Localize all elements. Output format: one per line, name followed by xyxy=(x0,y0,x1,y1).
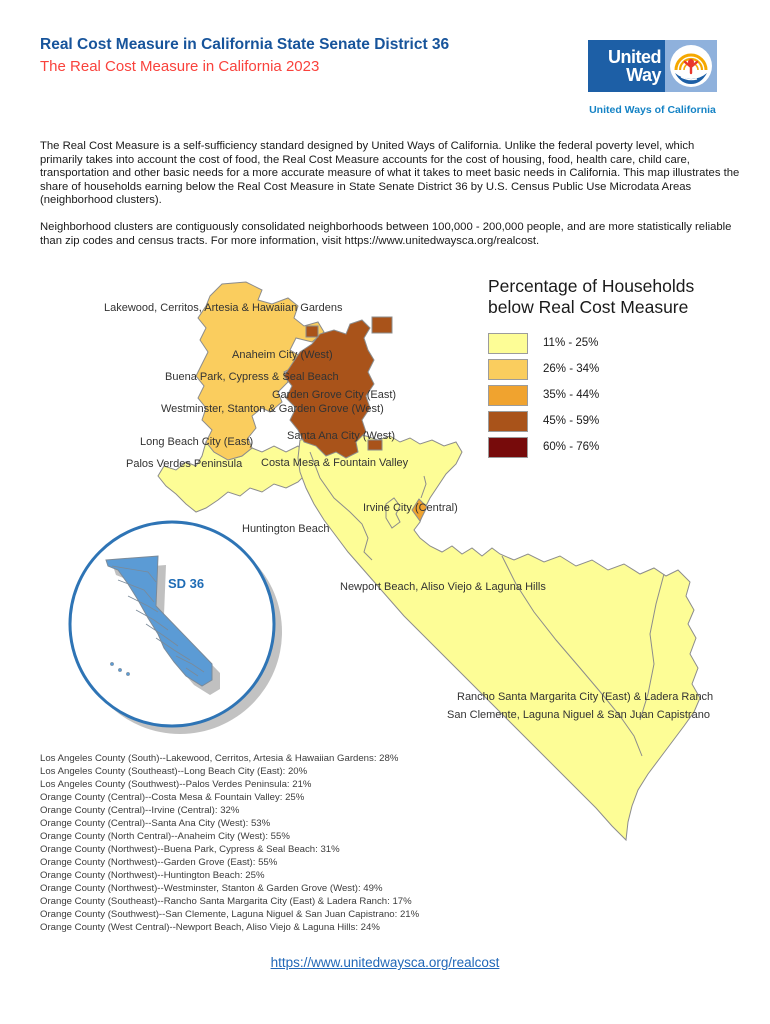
legend-row: 11% - 25% xyxy=(486,330,694,356)
map-label-buena-park: Buena Park, Cypress & Seal Beach xyxy=(165,371,339,383)
map-label-san-clemente: San Clemente, Laguna Niguel & San Juan C… xyxy=(447,709,710,721)
stat-line: Orange County (Northwest)--Huntington Be… xyxy=(40,870,265,881)
united-way-emblem-icon xyxy=(665,40,717,92)
inset-district-label: SD 36 xyxy=(168,576,205,591)
legend-label-3: 35% - 44% xyxy=(543,389,600,401)
logo-word-way: Way xyxy=(626,65,661,85)
region-irvine-finger xyxy=(385,497,401,529)
legend-label-1: 11% - 25% xyxy=(543,337,599,349)
subregion-line-rancho-sanclemente xyxy=(639,573,665,721)
inset-california xyxy=(68,520,282,734)
map-label-palos-verdes: Palos Verdes Peninsula xyxy=(126,458,243,470)
legend-row: 60% - 76% xyxy=(486,434,694,460)
legend-swatch-1 xyxy=(486,330,530,356)
legend-label-5: 60% - 76% xyxy=(543,441,600,453)
stat-line: Orange County (Southeast)--Rancho Santa … xyxy=(40,896,412,907)
united-way-wordmark: United Way xyxy=(588,40,665,92)
legend-title-line2: below Real Cost Measure xyxy=(488,297,689,317)
legend-row: 26% - 34% xyxy=(486,356,694,382)
stat-line: Los Angeles County (Southwest)--Palos Ve… xyxy=(40,779,312,790)
stat-line: Orange County (Southwest)--San Clemente,… xyxy=(40,909,420,920)
california-shape xyxy=(105,555,213,687)
legend-swatch-3 xyxy=(486,382,530,408)
region-south-coast xyxy=(297,433,701,842)
map-label-newport: Newport Beach, Aliso Viejo & Laguna Hill… xyxy=(340,581,546,593)
stat-line: Orange County (Central)--Santa Ana City … xyxy=(40,818,271,829)
map-label-irvine: Irvine City (Central) xyxy=(363,502,458,514)
subregion-line-costa-mesa xyxy=(309,451,373,561)
legend-swatch-4 xyxy=(486,408,530,434)
stat-line: Orange County (Northwest)--Buena Park, C… xyxy=(40,844,340,855)
legend-row: 45% - 59% xyxy=(486,408,694,434)
org-name: United Ways of California xyxy=(589,104,716,116)
legend-swatch-5 xyxy=(486,434,530,460)
stat-line: Orange County (Northwest)--Garden Grove … xyxy=(40,857,278,868)
realcost-link[interactable]: https://www.unitedwaysca.org/realcost xyxy=(270,955,500,970)
page-subtitle: The Real Cost Measure in California 2023 xyxy=(40,58,320,75)
intro-paragraph-2: Neighborhood clusters are contiguously c… xyxy=(40,220,732,247)
region-long-beach-palos-verdes xyxy=(157,440,307,513)
california-district-lines xyxy=(111,565,205,677)
map-label-anaheim: Anaheim City (West) xyxy=(232,349,333,361)
subregion-line-newport-rancho xyxy=(501,555,643,757)
page-title: Real Cost Measure in California State Se… xyxy=(40,36,450,53)
map-label-long-beach: Long Beach City (East) xyxy=(140,436,254,448)
region-santa-ana-patch xyxy=(367,439,383,451)
map-label-rancho: Rancho Santa Margarita City (East) & Lad… xyxy=(457,691,714,703)
stat-line: Orange County (Northwest)--Westminster, … xyxy=(40,883,383,894)
map-label-lakewood: Lakewood, Cerritos, Artesia & Hawaiian G… xyxy=(104,302,343,314)
logo-word-united: United xyxy=(608,47,662,67)
stat-line: Los Angeles County (Southeast)--Long Bea… xyxy=(40,766,308,777)
stat-line: Orange County (West Central)--Newport Be… xyxy=(40,922,380,933)
district-map xyxy=(68,281,701,842)
legend-swatch-2 xyxy=(486,356,530,382)
legend-label-4: 45% - 59% xyxy=(543,415,600,427)
legend-label-2: 26% - 34% xyxy=(543,363,600,375)
map-label-santa-ana: Santa Ana City (West) xyxy=(287,430,396,442)
emblem-graphic xyxy=(670,45,712,87)
stat-line: Orange County (North Central)--Anaheim C… xyxy=(40,831,290,842)
map-label-westminster: Westminster, Stanton & Garden Grove (Wes… xyxy=(161,403,384,415)
legend-title-line1: Percentage of Households xyxy=(488,276,695,296)
map-label-huntington: Huntington Beach xyxy=(242,523,330,535)
legend-title: Percentage of Households below Real Cost… xyxy=(488,276,694,318)
region-statistics-list: Los Angeles County (South)--Lakewood, Ce… xyxy=(40,752,419,934)
united-way-logo: United Way xyxy=(588,40,717,92)
region-anaheim-patch-2 xyxy=(305,325,319,338)
map-legend: Percentage of Households below Real Cost… xyxy=(486,276,694,460)
map-label-garden-grove-east: Garden Grove City (East) xyxy=(272,389,397,401)
stat-line: Los Angeles County (South)--Lakewood, Ce… xyxy=(40,753,399,764)
intro-paragraph-1: The Real Cost Measure is a self-sufficie… xyxy=(40,140,740,207)
stat-line: Orange County (Central)--Costa Mesa & Fo… xyxy=(40,792,305,803)
stat-line: Orange County (Central)--Irvine (Central… xyxy=(40,805,240,816)
region-anaheim-patch-1 xyxy=(371,316,393,334)
subregion-line-irvine-spur xyxy=(420,475,427,499)
map-label-costa-mesa: Costa Mesa & Fountain Valley xyxy=(261,457,409,469)
region-garden-grove-santa-ana xyxy=(283,319,375,459)
region-irvine-central xyxy=(411,498,428,522)
legend-items: 11% - 25% 26% - 34% 35% - 44% 45% - 59% … xyxy=(486,330,694,460)
legend-row: 35% - 44% xyxy=(486,382,694,408)
region-lakewood-buena-park xyxy=(195,281,325,461)
intro-text: The Real Cost Measure is a self-sufficie… xyxy=(40,140,740,261)
footer: https://www.unitedwaysca.org/realcost xyxy=(0,954,770,972)
